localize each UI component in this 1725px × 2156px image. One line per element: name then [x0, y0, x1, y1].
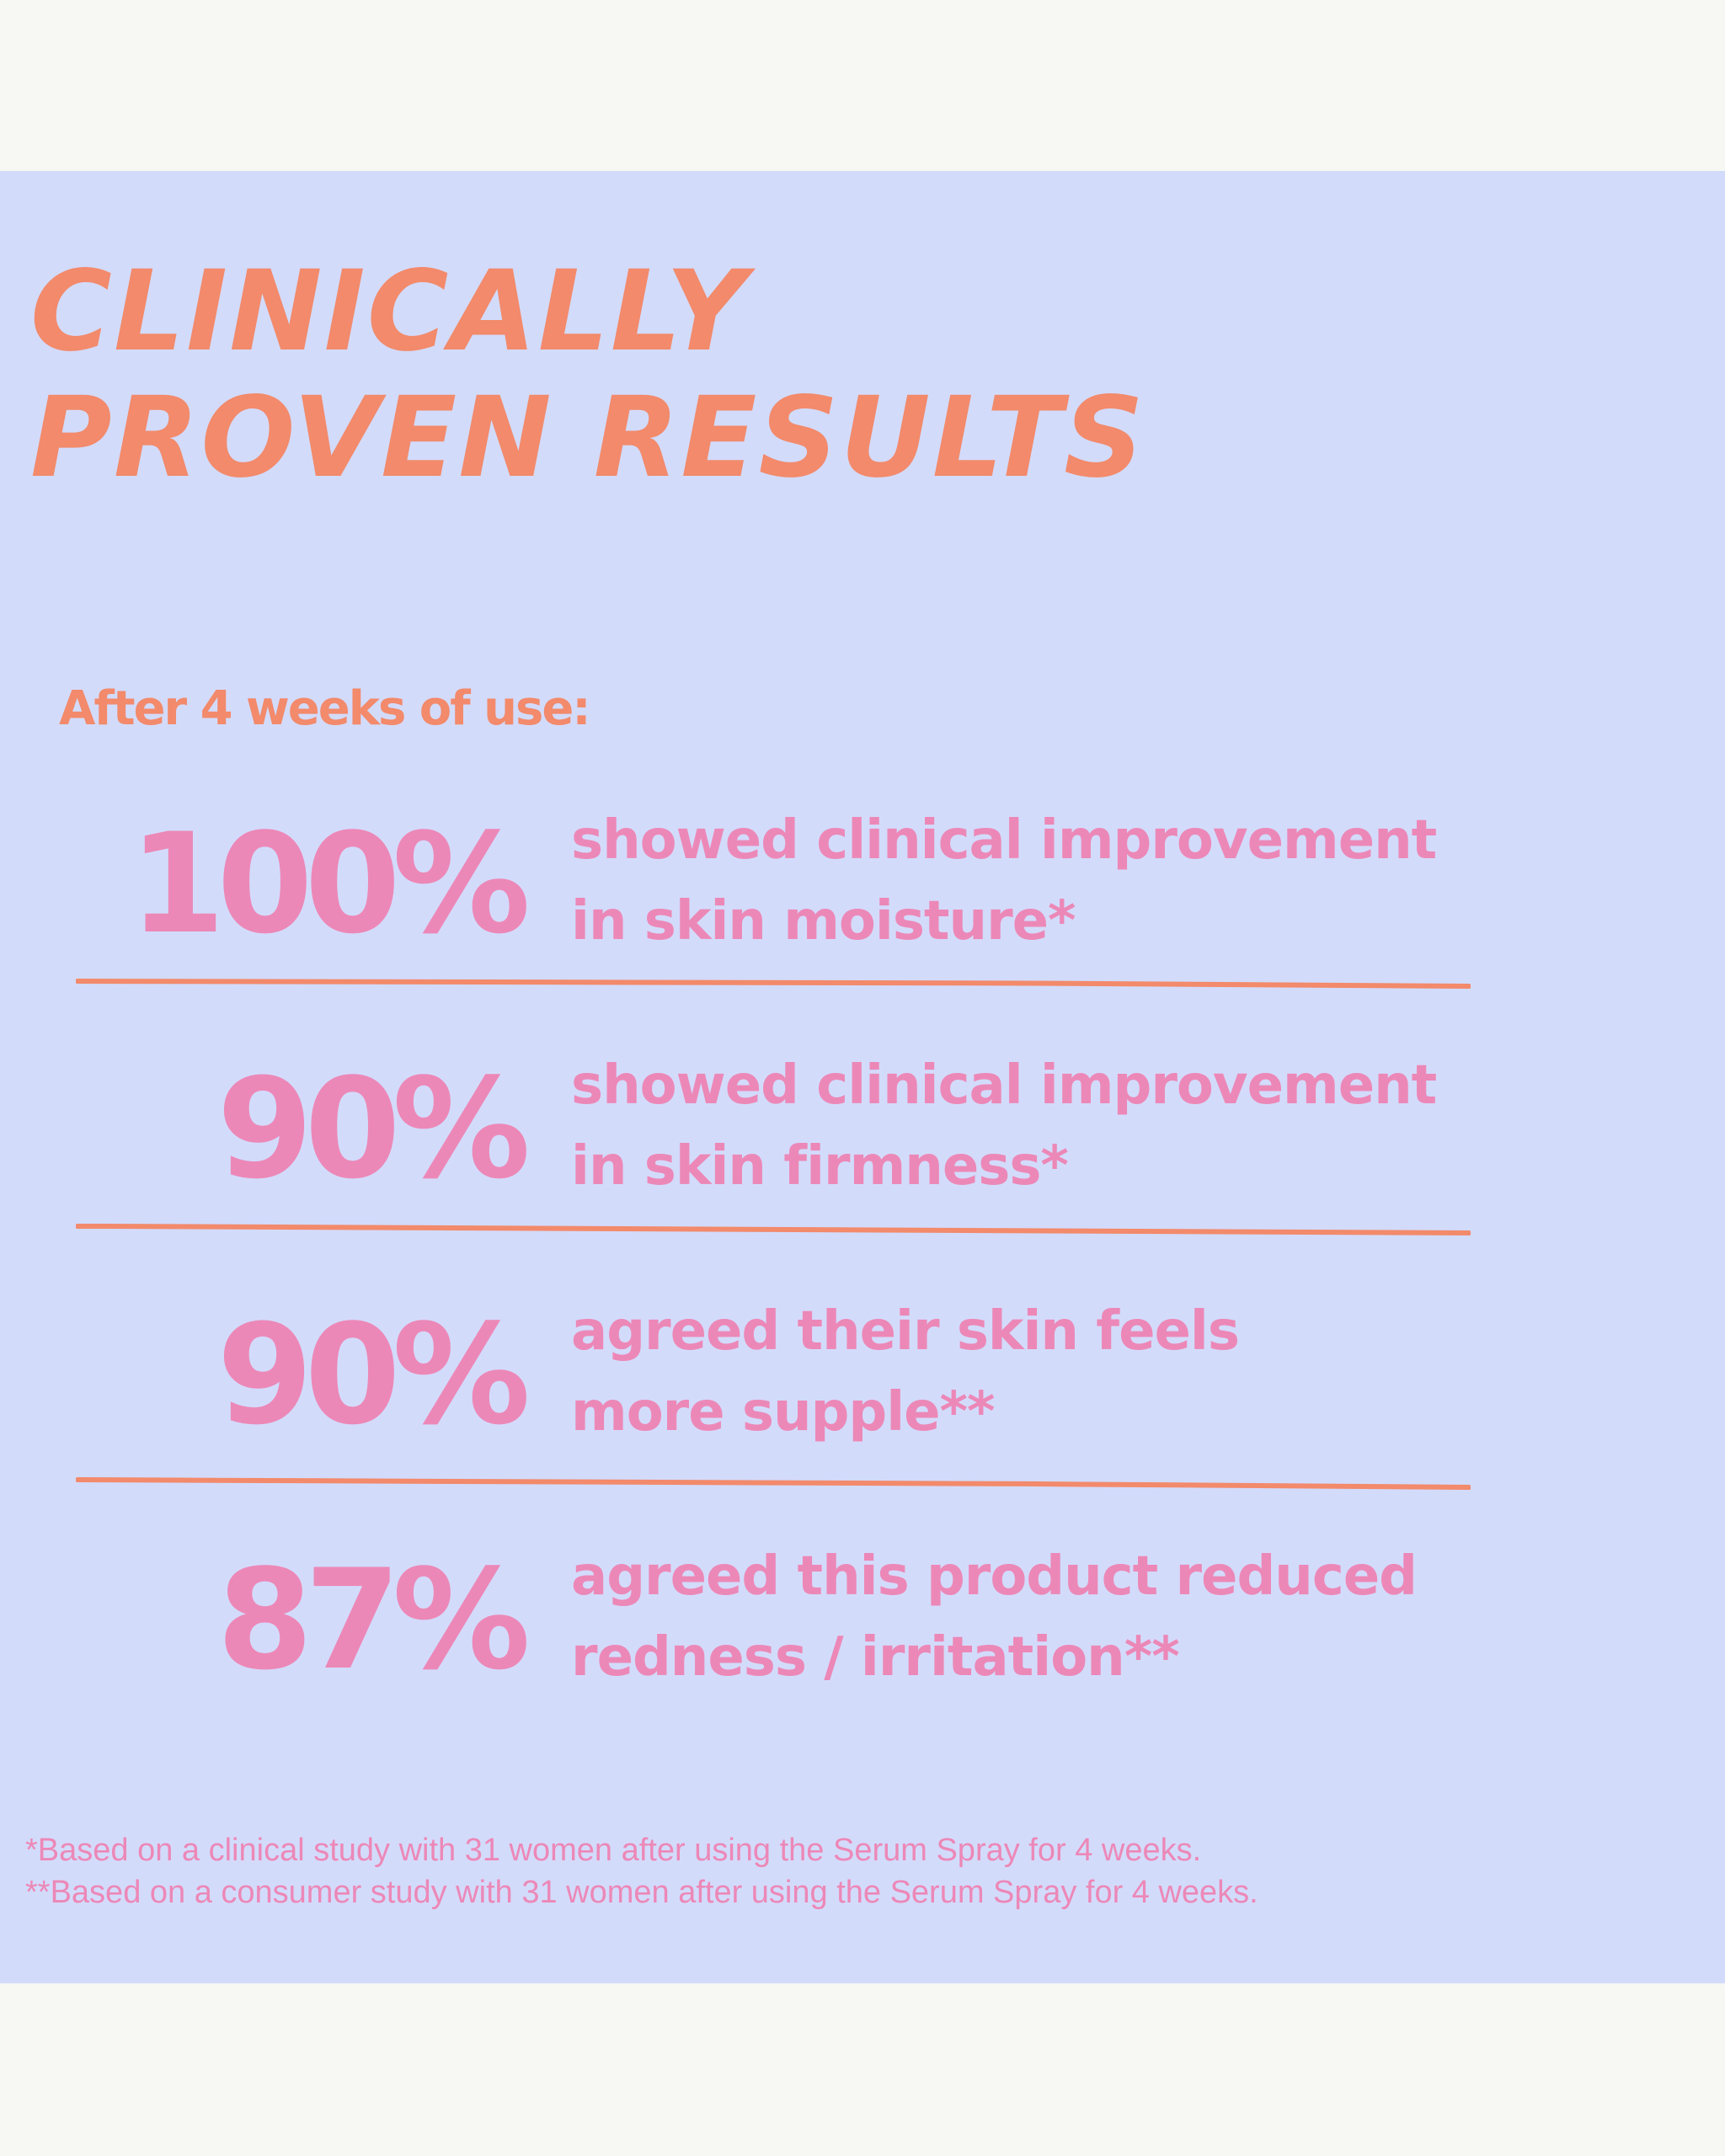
- footnote-consumer: **Based on a consumer study with 31 wome…: [25, 1875, 1258, 1910]
- stat-description-line-1: agreed their skin feels: [571, 1300, 1240, 1363]
- stat-description-line-2: in skin firmness*: [571, 1135, 1069, 1198]
- stat-row: 90% showed clinical improvement in skin …: [0, 1045, 1725, 1214]
- stat-description: showed clinical improvement in skin firm…: [571, 1045, 1666, 1207]
- stat-percentage: 90%: [216, 1294, 531, 1455]
- headline-line-2: PROVEN RESULTS: [30, 373, 1146, 503]
- headline-line-1: CLINICALLY: [30, 247, 756, 376]
- stat-percentage: 100%: [129, 803, 531, 964]
- stat-description-line-1: showed clinical improvement: [571, 809, 1437, 872]
- divider: [76, 1476, 1471, 1492]
- divider: [76, 1221, 1471, 1238]
- stat-description-line-2: in skin moisture*: [571, 890, 1076, 953]
- stat-description-line-1: showed clinical improvement: [571, 1054, 1437, 1117]
- stat-description-line-2: redness / irritation**: [571, 1626, 1180, 1689]
- stat-description: agreed this product reduced redness / ir…: [571, 1536, 1666, 1698]
- headline: CLINICALLY PROVEN RESULTS: [30, 240, 1210, 510]
- stat-percentage: 87%: [216, 1540, 531, 1700]
- intro-text: After 4 weeks of use:: [59, 681, 591, 736]
- stat-row: 87% agreed this product reduced redness …: [0, 1536, 1725, 1705]
- stat-row: 90% agreed their skin feels more supple*…: [0, 1291, 1725, 1460]
- stat-description-line-2: more supple**: [571, 1381, 995, 1444]
- divider: [76, 975, 1471, 992]
- footnote-clinical: *Based on a clinical study with 31 women…: [25, 1833, 1202, 1868]
- footnotes: *Based on a clinical study with 31 women…: [25, 1829, 1626, 1913]
- stat-description: showed clinical improvement in skin mois…: [571, 800, 1666, 962]
- stat-row: 100% showed clinical improvement in skin…: [0, 800, 1725, 969]
- stat-percentage: 90%: [216, 1049, 531, 1209]
- results-panel: CLINICALLY PROVEN RESULTS After 4 weeks …: [0, 171, 1725, 1983]
- stat-description-line-1: agreed this product reduced: [571, 1545, 1418, 1608]
- stat-description: agreed their skin feels more supple**: [571, 1291, 1666, 1453]
